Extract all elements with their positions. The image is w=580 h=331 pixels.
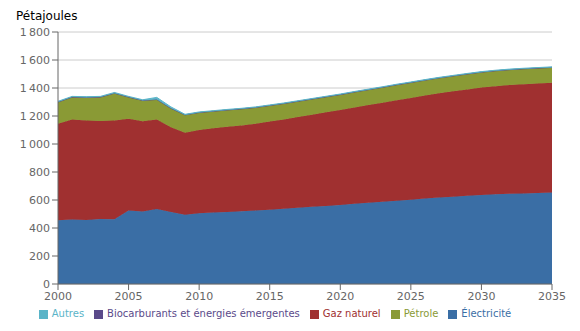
html-text:Autres: Autres [51,308,85,319]
svg-text:1 000: 1 000 [20,138,50,151]
svg-text:2010: 2010 [185,290,213,303]
html-text:Gaz naturel: Gaz naturel [322,308,381,319]
svg-text:1 200: 1 200 [20,110,50,123]
svg-text:1 800: 1 800 [20,26,50,39]
svg-text:800: 800 [29,166,50,179]
svg-text:2025: 2025 [397,290,425,303]
svg-text:200: 200 [29,250,50,263]
html-text:Pétajoules: Pétajoules [16,9,78,23]
svg-text:2035: 2035 [538,290,566,303]
svg-text:600: 600 [29,194,50,207]
svg-text:2015: 2015 [256,290,284,303]
html-text:Pétrole: Pétrole [403,308,439,319]
svg-text:2005: 2005 [115,290,143,303]
svg-text:2020: 2020 [326,290,354,303]
svg-text:2000: 2000 [44,290,72,303]
svg-text:400: 400 [29,222,50,235]
svg-text:1 600: 1 600 [20,54,50,67]
svg-text:1 400: 1 400 [20,82,50,95]
svg-text:2030: 2030 [467,290,495,303]
svg-text:0: 0 [43,278,50,291]
html-text:Biocarburants et énergies émer: Biocarburants et énergies émergentes [107,308,300,319]
html-text:Électricité: Électricité [461,308,512,319]
